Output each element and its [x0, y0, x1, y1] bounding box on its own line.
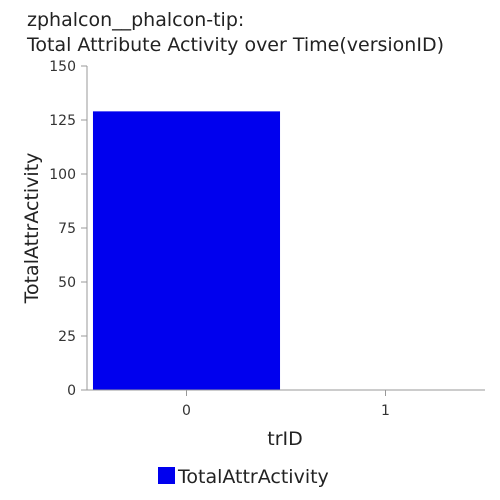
chart-title-line-2: Total Attribute Activity over Time(versi…	[26, 34, 444, 56]
y-tick-label: 125	[49, 113, 76, 129]
y-tick-label: 75	[58, 221, 76, 237]
chart-title-line-1: zphalcon__phalcon-tip:	[27, 9, 244, 31]
legend: TotalAttrActivity	[158, 466, 329, 488]
y-axis-label: TotalAttrActivity	[21, 153, 43, 305]
y-tick-label: 50	[58, 275, 76, 291]
legend-swatch	[158, 467, 175, 484]
y-tick-label: 100	[49, 167, 76, 183]
y-tick-label: 25	[58, 329, 76, 345]
x-axis-label: trID	[267, 428, 303, 450]
plot-area: 0 25 50 75 100 125 150 0 1	[49, 59, 485, 419]
x-tick-label: 0	[182, 403, 191, 419]
y-tick-label: 150	[49, 59, 76, 75]
x-tick-label: 1	[381, 403, 390, 419]
y-tick-label: 0	[67, 383, 76, 399]
bar-0	[93, 111, 280, 390]
legend-label: TotalAttrActivity	[177, 466, 329, 488]
